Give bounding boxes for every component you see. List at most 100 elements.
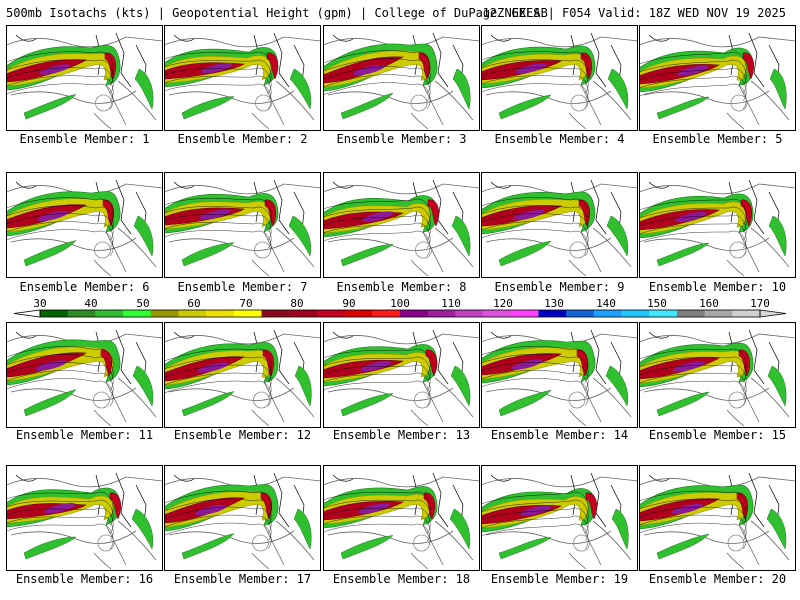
trough-core-red <box>578 199 590 227</box>
colorbar-swatch <box>344 310 373 317</box>
member-map <box>6 172 163 278</box>
height-contour <box>639 230 747 257</box>
height-contour <box>323 507 431 534</box>
height-contour <box>164 372 272 399</box>
colorbar-swatch <box>316 310 346 317</box>
height-contour <box>164 83 272 110</box>
height-contour <box>6 491 114 518</box>
trough-core-red <box>585 492 597 520</box>
east-jet-green <box>452 68 471 110</box>
map-layers <box>164 472 321 570</box>
height-contour <box>481 507 589 534</box>
height-contour <box>6 51 114 78</box>
height-contour <box>164 356 272 383</box>
height-contour <box>164 214 272 241</box>
colorbar-tick-label: 110 <box>441 297 461 310</box>
member-label: Ensemble Member: 13 <box>332 428 471 442</box>
east-jet-green <box>607 68 629 110</box>
ensemble-member-panel <box>639 172 796 278</box>
jet-max-purple <box>197 362 229 373</box>
jet-max-purple <box>201 62 233 74</box>
coastline-lines <box>164 183 321 277</box>
isotach-colorbar: 30 40 50 60 70 80 90 100 110 120 130 140 150 160 170 <box>0 297 800 319</box>
height-contour <box>639 59 747 86</box>
subtropical-jet-green <box>23 94 77 120</box>
closed-contour <box>570 94 588 112</box>
closed-contour <box>729 241 747 259</box>
height-contour <box>323 66 431 94</box>
member-map <box>481 465 638 571</box>
height-contour <box>164 490 272 518</box>
member-label: Ensemble Member: 20 <box>648 572 787 586</box>
height-contour <box>6 370 114 399</box>
map-frame <box>639 322 796 428</box>
height-contour <box>639 490 747 518</box>
height-contour <box>481 499 589 526</box>
height-contour <box>6 378 114 407</box>
east-jet-green <box>132 365 154 407</box>
coastline-lines <box>6 36 163 130</box>
east-jet-green <box>611 508 629 550</box>
height-contour <box>6 213 114 241</box>
closed-contour <box>93 391 110 409</box>
east-jet-green <box>768 215 787 257</box>
east-jet-green <box>449 508 471 550</box>
trough-core-red <box>264 199 276 227</box>
map-layers <box>639 179 796 277</box>
closed-contour <box>413 534 430 552</box>
member-label: Ensemble Member: 12 <box>173 428 312 442</box>
height-contour <box>639 214 747 241</box>
closed-contour <box>573 534 590 552</box>
colorbar-swatch <box>289 310 318 317</box>
height-contour <box>481 378 589 407</box>
member-label: Ensemble Member: 10 <box>648 280 787 294</box>
member-label: Ensemble Member: 14 <box>490 428 629 442</box>
member-label: Ensemble Member: 2 <box>177 132 308 146</box>
map-layers <box>164 32 321 130</box>
map-frame <box>639 25 796 131</box>
height-contour <box>323 348 431 375</box>
colorbar-swatch <box>427 310 456 317</box>
subtropical-jet-green <box>498 389 552 417</box>
height-contour <box>6 229 114 257</box>
closed-contour <box>97 534 115 552</box>
ensemble-member-panel <box>481 172 638 278</box>
ensemble-member-panel <box>639 25 796 131</box>
map-layers <box>481 179 638 277</box>
colorbar-tick-label: 120 <box>493 297 513 310</box>
map-layers <box>323 472 480 570</box>
coastline-lines <box>639 36 796 130</box>
jet-max-purple <box>44 502 76 514</box>
height-contour <box>164 206 272 233</box>
height-contour <box>323 372 431 399</box>
height-contour <box>6 75 114 102</box>
subtropical-jet-green <box>498 94 552 120</box>
colorbar-tick-label: 30 <box>33 297 47 310</box>
jet-max-purple <box>513 209 545 221</box>
ensemble-member-panel <box>6 322 163 428</box>
height-contour <box>6 83 114 110</box>
height-contour <box>323 58 431 86</box>
coastline-lines <box>639 333 796 427</box>
height-contour <box>323 515 431 542</box>
colorbar-swatch <box>676 310 706 317</box>
height-contour <box>481 213 589 241</box>
member-map <box>6 322 163 428</box>
jet-max-purple <box>520 505 552 516</box>
member-label: Ensemble Member: 17 <box>173 572 312 586</box>
run-info: 12Z GEFS | F054 Valid: 18Z WED NOV 19 20… <box>482 6 786 20</box>
map-frame <box>164 465 321 571</box>
member-label: Ensemble Member: 9 <box>494 280 625 294</box>
member-map <box>323 25 480 131</box>
height-contour <box>323 380 431 407</box>
map-layers <box>639 329 796 427</box>
map-frame <box>6 172 163 278</box>
colorbar-swatch <box>538 310 567 317</box>
jet-max-purple <box>37 210 69 222</box>
ensemble-member-panel <box>323 172 480 278</box>
map-frame <box>323 25 480 131</box>
map-layers <box>481 472 638 570</box>
subtropical-jet-green <box>656 391 710 417</box>
ensemble-member-panel <box>164 172 321 278</box>
subtropical-jet-green <box>656 96 710 120</box>
